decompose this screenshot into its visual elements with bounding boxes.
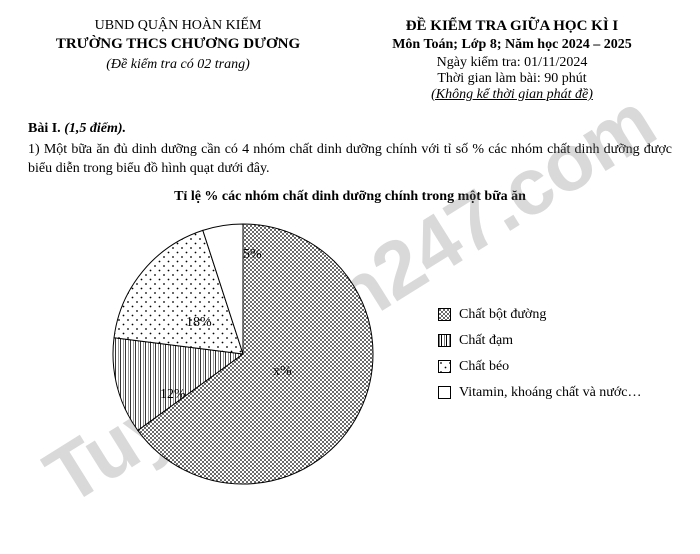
content-block: Bài I. (1,5 điểm). 1) Một bữa ăn đủ dinh…: [28, 121, 672, 489]
question-1-text: 1) Một bữa ăn đủ dinh dưỡng cần có 4 nhó…: [28, 141, 672, 179]
section-points: (1,5 điểm).: [64, 121, 126, 136]
subject-line: Môn Toán; Lớp 8; Năm học 2024 – 2025: [352, 37, 672, 53]
legend-label: Chất bột đường: [459, 307, 546, 323]
slice-label-5: 5%: [243, 247, 262, 263]
exam-duration: Thời gian làm bài: 90 phút: [352, 71, 672, 87]
slice-label-12: 12%: [160, 387, 186, 403]
school-name: TRƯỜNG THCS CHƯƠNG DƯƠNG: [28, 36, 328, 53]
exam-date: Ngày kiểm tra: 01/11/2024: [352, 55, 672, 71]
slice-label-18: 18%: [186, 315, 212, 331]
section-label: Bài I.: [28, 121, 61, 136]
legend-item-bot-duong: Chất bột đường: [438, 307, 642, 323]
pie-chart: x% 12% 18% 5%: [108, 219, 378, 489]
header-left-block: UBND QUẬN HOÀN KIẾM TRƯỜNG THCS CHƯƠNG D…: [28, 18, 328, 103]
authority-line: UBND QUẬN HOÀN KIẾM: [28, 18, 328, 34]
chart-title: Tỉ lệ % các nhóm chất dinh dưỡng chính t…: [28, 189, 672, 205]
section-title: Bài I. (1,5 điểm).: [28, 121, 672, 137]
exam-note: (Không kể thời gian phát đề): [352, 87, 672, 103]
header-right-block: ĐỀ KIỂM TRA GIỮA HỌC KÌ I Môn Toán; Lớp …: [352, 18, 672, 103]
legend-item-vitamin: Vitamin, khoáng chất và nước…: [438, 385, 642, 401]
legend-item-beo: Chất béo: [438, 359, 642, 375]
exam-title: ĐỀ KIỂM TRA GIỮA HỌC KÌ I: [352, 18, 672, 35]
legend-label: Chất béo: [459, 359, 509, 375]
page-count-note: (Đề kiểm tra có 02 trang): [28, 57, 328, 73]
legend-swatch: [438, 308, 451, 321]
chart-area: x% 12% 18% 5% Chất bột đường Chất đạm Chất …: [28, 219, 672, 489]
legend-label: Chất đạm: [459, 333, 513, 349]
legend-item-dam: Chất đạm: [438, 333, 642, 349]
legend-swatch: [438, 360, 451, 373]
slice-label-x: x%: [273, 364, 292, 380]
legend-label: Vitamin, khoáng chất và nước…: [459, 385, 642, 401]
chart-legend: Chất bột đường Chất đạm Chất béo Vitamin…: [438, 297, 642, 411]
legend-swatch: [438, 334, 451, 347]
legend-swatch: [438, 386, 451, 399]
document-header: UBND QUẬN HOÀN KIẾM TRƯỜNG THCS CHƯƠNG D…: [28, 18, 672, 103]
